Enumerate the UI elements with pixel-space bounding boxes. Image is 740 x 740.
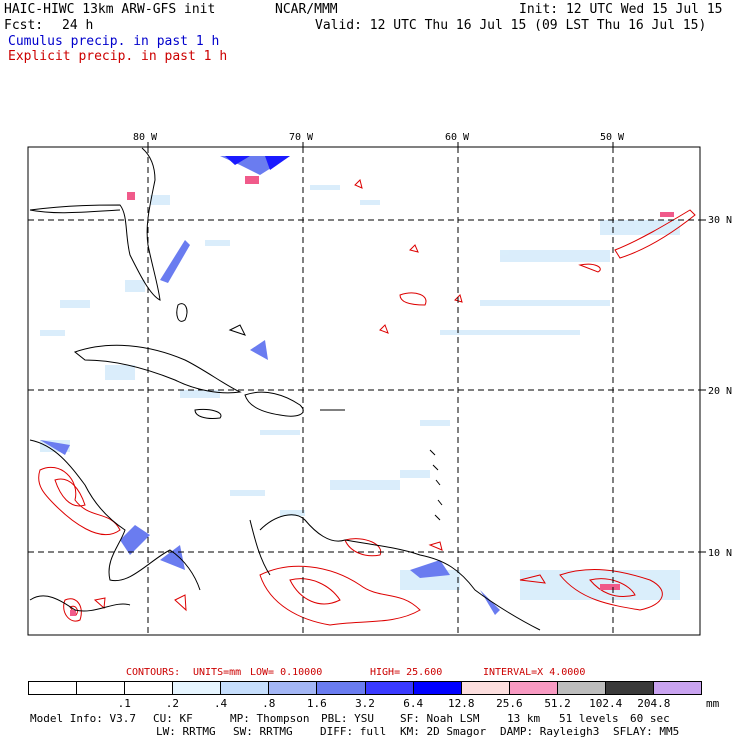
color-bar-cell	[221, 682, 270, 694]
color-bar-cell	[605, 682, 655, 694]
color-bar-cell	[269, 682, 318, 694]
color-bar-tick-label: .2	[165, 697, 180, 710]
model-info-item: 60 sec	[630, 712, 670, 725]
org-label: NCAR/MMM	[275, 2, 338, 17]
color-bar-cell	[125, 682, 174, 694]
color-bar-cell	[461, 682, 510, 694]
color-bar-cell	[654, 682, 702, 694]
model-info-item: SF: Noah LSM	[400, 712, 480, 725]
contours-high: HIGH= 25.600	[370, 667, 443, 678]
lat-label-30n: 30 N	[708, 215, 732, 226]
fcst-value: 24 h	[62, 18, 94, 33]
color-bar-tick-label: 6.4	[403, 697, 424, 710]
map-ticks	[147, 142, 706, 553]
valid-time: Valid: 12 UTC Thu 16 Jul 15 (09 LST Thu …	[315, 18, 707, 33]
graticule	[28, 147, 700, 635]
cumulus-precip-areas	[40, 156, 680, 615]
coastlines	[29, 147, 541, 631]
color-bar-tick-label: 12.8	[448, 697, 475, 710]
model-info-item: Model Info: V3.7	[30, 712, 136, 725]
model-info-item: DAMP: Rayleigh3	[500, 725, 600, 738]
model-info-item: KM: 2D Smagor	[400, 725, 487, 738]
color-bar-tick-label: 51.2	[544, 697, 571, 710]
explicit-precip-contours	[38, 179, 696, 626]
model-info-item: MP: Thompson	[230, 712, 310, 725]
contours-low: LOW= 0.10000	[250, 667, 323, 678]
color-bar-cell	[509, 682, 558, 694]
color-bar-unit: mm	[706, 697, 720, 710]
model-info-item: DIFF: full	[320, 725, 387, 738]
fcst-label: Fcst:	[4, 18, 44, 33]
lat-label-10n: 10 N	[708, 548, 732, 559]
color-bar-cell	[365, 682, 414, 694]
contours-interval: INTERVAL=X 4.0000	[483, 667, 586, 678]
lon-label-50w: 50 W	[600, 132, 625, 143]
color-bar-cell	[29, 682, 78, 694]
lat-label-20n: 20 N	[708, 386, 732, 397]
legend-explicit: Explicit precip. in past 1 h	[8, 49, 228, 64]
precip-map: 80 W 70 W 60 W 50 W 30 N 20 N 10 N	[27, 132, 732, 636]
contours-title: CONTOURS:	[126, 667, 181, 678]
init-time: Init: 12 UTC Wed 15 Jul 15	[519, 2, 723, 17]
color-bar-cell	[413, 682, 462, 694]
map-frame	[27, 146, 701, 636]
color-bar-cell	[317, 682, 366, 694]
lon-label-70w: 70 W	[289, 132, 314, 143]
lon-label-60w: 60 W	[445, 132, 470, 143]
color-bar-tick-label: 204.8	[637, 697, 671, 710]
model-info-item: 13 km	[507, 712, 541, 725]
color-bar-cell	[173, 682, 222, 694]
color-bar-tick-label: 1.6	[306, 697, 327, 710]
color-bar-cell	[77, 682, 126, 694]
model-title: HAIC-HIWC 13km ARW-GFS init	[4, 2, 216, 17]
model-info-item: SFLAY: MM5	[613, 725, 680, 738]
color-bar-cell	[557, 682, 606, 694]
model-info-item: LW: RRTMG	[156, 725, 216, 738]
explicit-precip-cores	[70, 176, 674, 616]
contours-units: UNITS=mm	[193, 667, 242, 678]
color-bar-tick-label: .8	[262, 697, 276, 710]
color-bar-tick-label: 3.2	[355, 697, 375, 710]
color-bar-tick-label: .4	[213, 697, 228, 710]
model-info-item: 51 levels	[559, 712, 619, 725]
legend-cumulus: Cumulus precip. in past 1 h	[8, 34, 220, 49]
model-info-item: CU: KF	[153, 712, 193, 725]
color-bar	[28, 681, 702, 695]
color-bar-tick-label: 25.6	[496, 697, 523, 710]
model-info-item: PBL: YSU	[321, 712, 374, 725]
color-bar-tick-label: 102.4	[589, 697, 623, 710]
model-info-item: SW: RRTMG	[233, 725, 293, 738]
color-bar-tick-label: .1	[117, 697, 131, 710]
lon-label-80w: 80 W	[133, 132, 158, 143]
